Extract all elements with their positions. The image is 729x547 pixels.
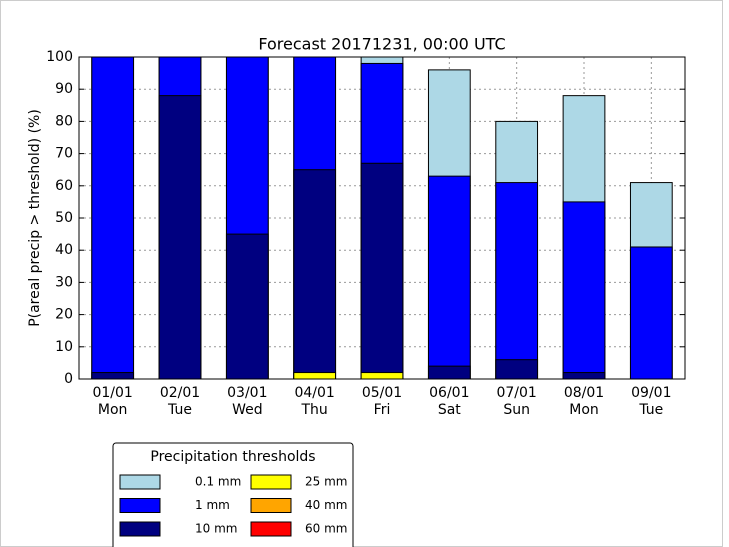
bar	[562, 201, 606, 380]
bar	[495, 182, 539, 380]
legend-swatch	[119, 474, 161, 490]
y-tick-label: 0	[64, 371, 73, 387]
legend-swatch	[250, 474, 292, 490]
legend-label: 10 mm	[195, 522, 237, 536]
legend-label: 0.1 mm	[195, 475, 241, 489]
bar	[293, 169, 337, 380]
bar	[562, 372, 606, 380]
x-tick-label: 04/01	[294, 385, 334, 401]
legend-label: 40 mm	[305, 498, 347, 512]
x-tick-label: Sat	[438, 402, 461, 418]
bar	[427, 175, 471, 380]
x-tick-label: Mon	[98, 402, 128, 418]
x-tick-label: Wed	[232, 402, 263, 418]
y-axis-label: P(areal precip > threshold) (%)	[27, 109, 43, 327]
y-tick-label: 30	[55, 274, 73, 290]
y-tick-label: 10	[55, 339, 73, 355]
x-tick-label: 07/01	[496, 385, 536, 401]
legend-swatch	[250, 498, 292, 513]
x-tick-label: Tue	[167, 402, 192, 418]
x-tick-label: 06/01	[429, 385, 469, 401]
bar	[158, 95, 202, 380]
bar	[293, 372, 337, 380]
bar	[360, 162, 404, 380]
x-tick-label: 09/01	[631, 385, 671, 401]
x-tick-label: Thu	[301, 402, 328, 418]
x-tick-label: Fri	[374, 402, 391, 418]
chart-title: Forecast 20171231, 00:00 UTC	[258, 35, 505, 54]
y-tick-label: 60	[55, 178, 73, 194]
x-tick-label: 03/01	[227, 385, 267, 401]
x-tick-label: 01/01	[92, 385, 132, 401]
x-tick-label: 02/01	[160, 385, 200, 401]
legend-label: 1 mm	[195, 498, 230, 512]
x-tick-label: Sun	[503, 402, 530, 418]
y-tick-label: 90	[55, 81, 73, 97]
plot-frame	[78, 56, 686, 380]
x-tick-label: Tue	[638, 402, 663, 418]
x-tick-label: 05/01	[362, 385, 402, 401]
y-tick-label: 50	[55, 210, 73, 226]
legend-label: 25 mm	[305, 475, 347, 489]
legend-swatch	[119, 498, 161, 513]
legend-swatch	[250, 521, 292, 537]
y-tick-label: 20	[55, 307, 73, 323]
x-tick-label: 08/01	[564, 385, 604, 401]
bar	[495, 359, 539, 380]
x-tick-label: Mon	[569, 402, 599, 418]
bar	[629, 246, 673, 380]
legend-box	[112, 442, 354, 547]
y-tick-label: 100	[46, 49, 73, 65]
legend-title: Precipitation thresholds	[150, 449, 315, 465]
y-tick-label: 80	[55, 113, 73, 129]
bar	[225, 233, 269, 380]
bar	[427, 365, 471, 380]
y-tick-label: 70	[55, 146, 73, 162]
legend-swatch	[119, 521, 161, 537]
y-tick-label: 40	[55, 242, 73, 258]
legend-label: 60 mm	[305, 522, 347, 536]
bar	[360, 372, 404, 380]
bar	[91, 56, 135, 380]
bar	[91, 372, 135, 380]
